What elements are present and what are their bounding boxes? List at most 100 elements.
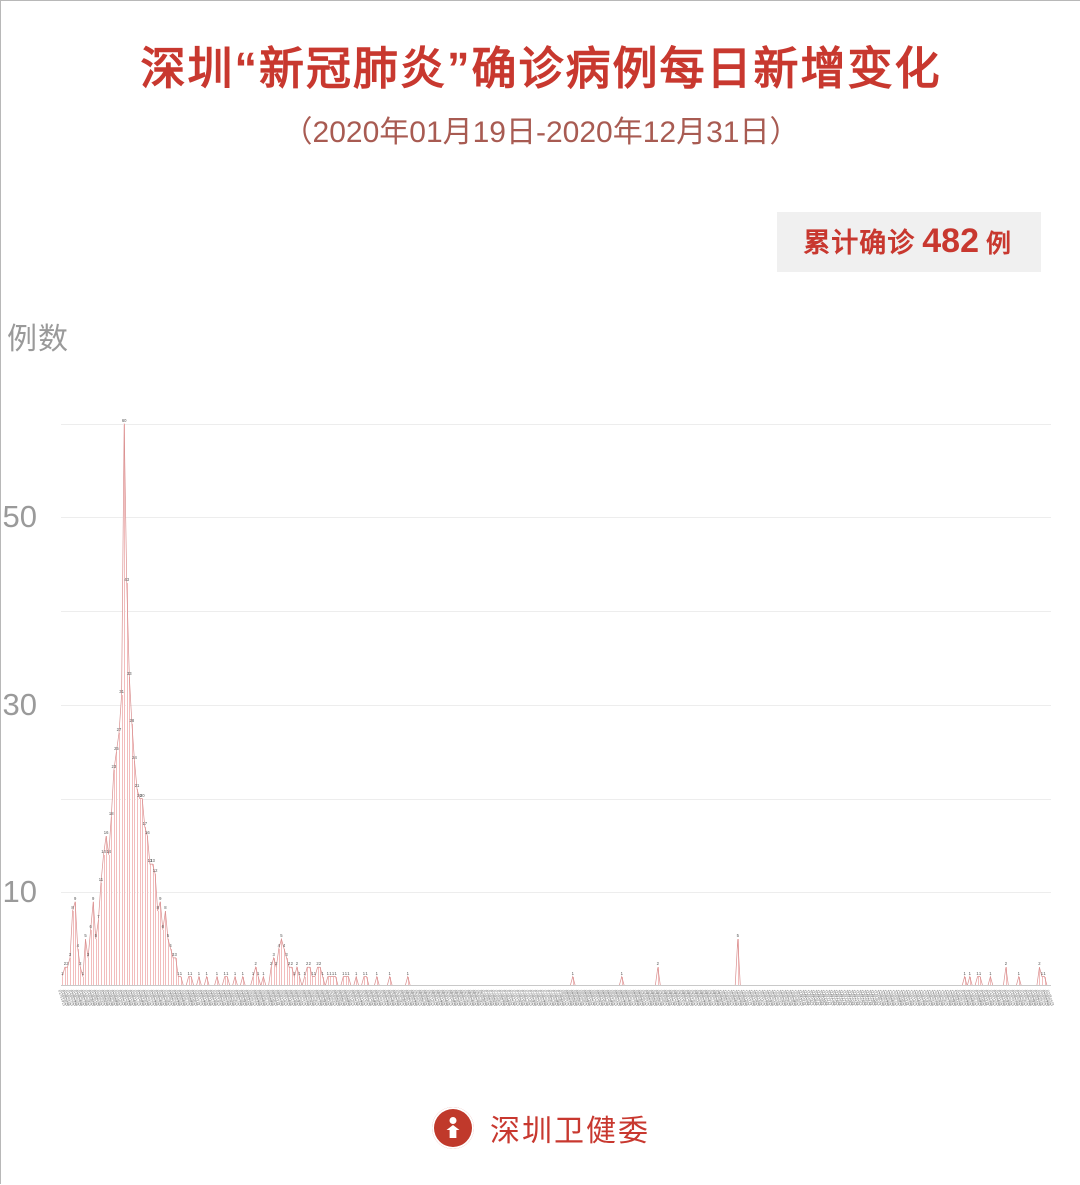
value-label: 25 [114,745,119,751]
value-label: 13 [150,858,155,864]
value-label: 6 [89,923,92,929]
value-label: 1 [215,970,219,976]
value-label: 1 [293,970,296,976]
value-label: 28 [129,717,135,723]
y-axis-title: 例数 [7,323,69,356]
x-axis-baseline [61,985,1051,986]
value-label: 1 [1017,970,1020,976]
value-label: 1 [331,970,335,976]
value-label: 5 [280,933,283,939]
badge-unit: 例 [985,230,1011,258]
value-label: 1 [326,970,329,976]
value-label: 1 [257,970,260,976]
value-label: 2 [1004,961,1008,967]
value-label: 1 [388,970,391,976]
footer: 深圳卫健委 [1,1106,1080,1150]
value-label: 4 [277,942,281,948]
value-label: 24 [132,755,137,760]
logo-body-icon [446,1125,460,1138]
value-label: 2 [306,961,309,967]
value-label: 2 [295,961,299,967]
bar [1004,967,1007,986]
value-label: 8 [156,905,159,910]
footer-org-name: 深圳卫健委 [490,1115,650,1148]
value-label: 5 [94,933,97,939]
value-label: 9 [92,895,95,901]
value-label: 2 [254,961,257,967]
value-label: 3 [174,951,177,957]
value-label: 9 [74,895,77,901]
value-label: 2 [1038,961,1041,967]
value-label: 1 [375,970,378,976]
chart-plot-area: 10 30 50 1 2 2 3 8 9 4 2 1 5 3 6 9 5 7 11 14 16 14 18 23 25 27 31… [3,386,1051,986]
value-label: 3 [86,951,90,957]
badge-label: 累计确诊 [803,228,916,258]
value-label: 60 [121,417,127,423]
value-label: 1 [963,970,966,976]
value-label: 2 [275,961,278,967]
value-label: 1 [177,970,180,976]
value-label: 20 [137,792,142,798]
value-label: 2 [66,961,69,967]
shenzhen-health-commission-logo-icon [432,1107,474,1149]
value-label: 1 [1043,970,1046,976]
value-label: 2 [656,961,659,967]
value-label: 4 [76,942,79,948]
logo-figure-icon [443,1117,463,1139]
value-label: 2 [316,961,319,967]
value-label: 3 [285,951,288,957]
y-tick-50: 50 [2,499,37,535]
value-label: 1 [976,970,979,976]
value-label: 1 [620,970,623,976]
value-label: 4 [282,942,286,948]
value-label: 2 [287,961,291,967]
value-label: 1 [226,970,229,976]
value-label: 1 [355,970,358,976]
value-label: 17 [142,820,148,826]
value-label: 1 [342,970,345,976]
value-label: 2 [63,961,67,967]
value-label: 33 [126,670,132,676]
value-label: 1 [968,970,971,976]
value-label: 1 [362,970,366,976]
value-label: 1 [61,970,64,976]
value-label: 9 [159,895,162,901]
value-label: 27 [116,726,122,732]
value-label: 1 [406,970,409,976]
value-label: 11 [98,876,104,882]
value-label: 18 [108,811,114,817]
value-label: 2 [79,961,82,967]
value-label: 1 [262,970,265,976]
value-label: 1 [329,970,332,976]
value-label: 8 [164,905,167,910]
value-label: 1 [81,970,85,976]
value-label: 20 [139,792,145,798]
y-tick-30: 30 [2,686,37,722]
value-label: 2 [318,961,322,967]
value-label: 1 [197,970,201,976]
value-label: 1 [365,970,368,976]
value-label: 14 [106,848,112,854]
value-label: 1 [978,970,982,976]
value-label: 2 [269,961,273,967]
value-label: 1 [241,970,244,976]
value-label: 1 [311,970,314,976]
header: 深圳“新冠肺炎”确诊病例每日新增变化 （2020年01月19日-2020年12月… [1,1,1080,151]
value-label: 8 [71,905,74,910]
value-label: 3 [68,951,72,957]
value-label: 1 [223,970,226,976]
value-label: 21 [134,783,140,789]
value-label: 5 [736,933,739,939]
value-label: 7 [97,914,100,920]
value-label: 1 [251,970,255,976]
value-label: 1 [344,970,348,976]
bar [736,939,739,986]
value-label: 1 [179,970,183,976]
value-label: 1 [313,970,317,976]
value-label: 4 [169,942,172,948]
value-label: 1 [571,970,574,976]
value-label: 5 [84,933,87,939]
value-label: 1 [989,970,992,976]
y-tick-10: 10 [2,874,37,910]
